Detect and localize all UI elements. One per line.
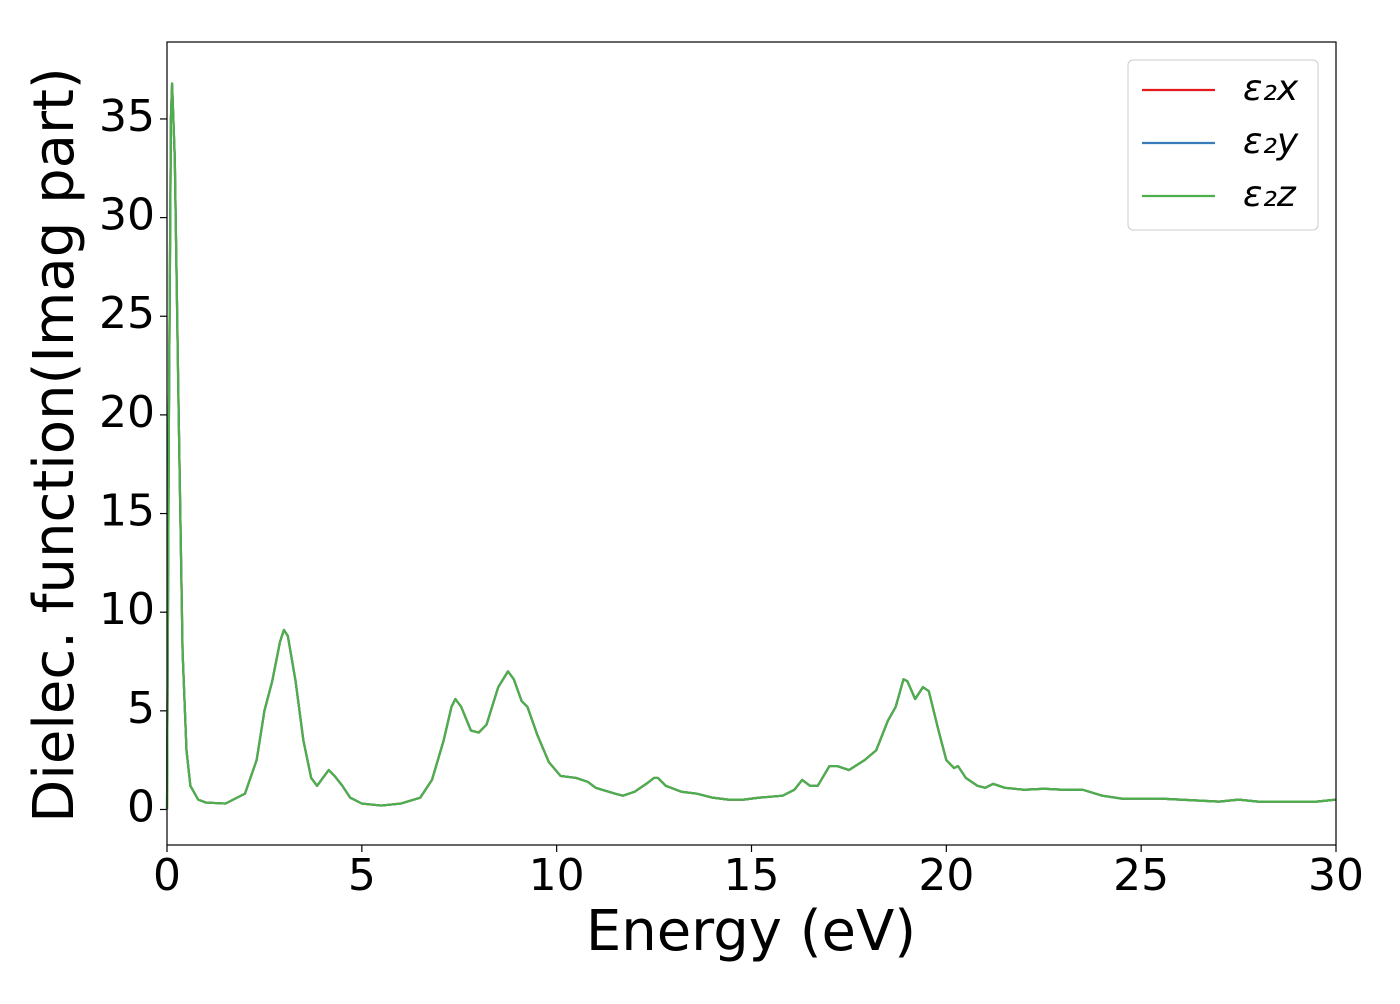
x-tick-label: 20	[918, 850, 974, 901]
y-tick-label: 10	[99, 584, 155, 635]
x-tick-label: 30	[1308, 850, 1364, 901]
x-tick-label: 10	[529, 850, 585, 901]
legend-label: ε₂z	[1243, 174, 1297, 215]
y-axis-label: Dielec. function(Imag part)	[22, 67, 87, 823]
legend-label: ε₂y	[1243, 121, 1299, 162]
data-line	[165, 82, 1337, 810]
legend-label: ε₂x	[1243, 68, 1299, 109]
y-tick-label: 25	[99, 288, 155, 339]
y-tick-label: 35	[99, 91, 155, 142]
x-tick-label: 5	[348, 850, 376, 901]
plot-frame	[166, 41, 1337, 846]
x-tick-label: 25	[1113, 850, 1169, 901]
y-tick-label: 15	[99, 486, 155, 537]
y-tick-label: 20	[99, 387, 155, 438]
x-tick-label: 15	[724, 850, 780, 901]
legend-box	[1127, 59, 1319, 231]
y-tick-label: 5	[127, 683, 155, 734]
y-tick-label: 0	[127, 781, 155, 832]
x-axis-label: Energy (eV)	[586, 899, 916, 964]
y-tick-label: 30	[99, 190, 155, 241]
x-tick-label: 0	[153, 850, 181, 901]
